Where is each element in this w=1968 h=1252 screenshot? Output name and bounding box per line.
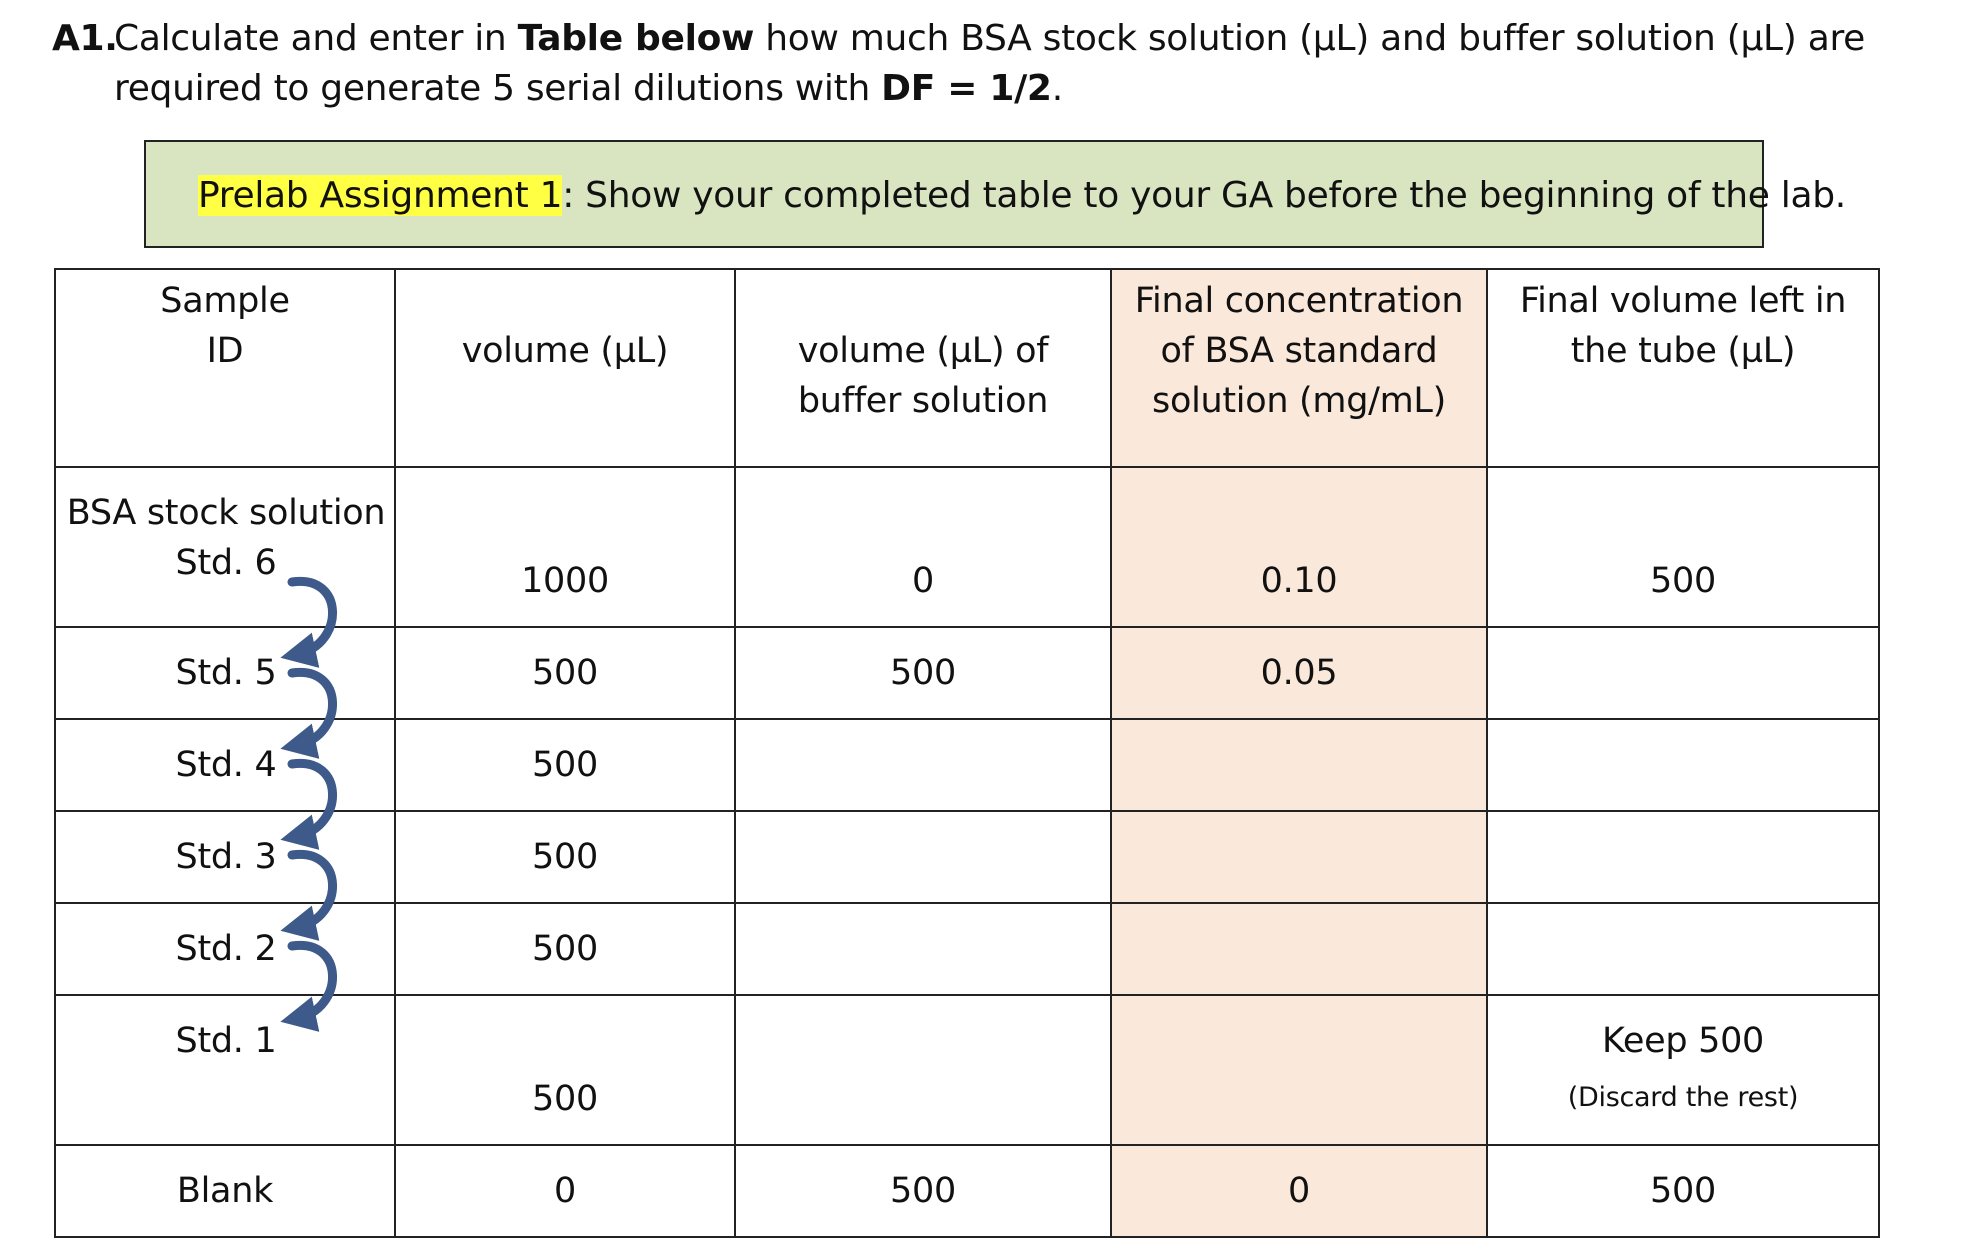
question-text: A1. Calculate and enter in Table below h… — [52, 14, 1932, 114]
volume-cell: 500 — [394, 994, 736, 1146]
volume-cell: 1000 — [394, 466, 736, 628]
header-final-volume-label: Final volume left in the tube (µL) — [1519, 281, 1847, 371]
final-volume-cell — [1486, 902, 1880, 996]
dilution-table: Sample ID volume (µL) volume (µL) of buf… — [54, 268, 1880, 1238]
buffer-cell: 500 — [734, 1144, 1112, 1238]
table-row: Std. 5 500 500 0.05 — [54, 626, 1880, 720]
volume-cell: 500 — [394, 810, 736, 904]
sample-id-cell: Std. 3 — [54, 810, 396, 904]
header-volume: volume (µL) — [394, 268, 736, 468]
volume-cell: 500 — [394, 626, 736, 720]
header-volume-label: volume (µL) — [461, 331, 669, 371]
buffer-cell — [734, 902, 1112, 996]
header-sample-id-label: Sample ID — [160, 281, 290, 371]
question-bold-df: DF = 1/2 — [881, 68, 1052, 109]
final-volume-value: 500 — [1650, 561, 1716, 601]
concentration-cell: 0.10 — [1110, 466, 1488, 628]
question-part2: how much BSA stock solution (µL) and buf… — [114, 18, 1866, 109]
table-row: Std. 3 500 — [54, 810, 1880, 904]
table-row: Std. 2 500 — [54, 902, 1880, 996]
volume-value: 1000 — [521, 561, 609, 601]
sample-id-cell: Std. 2 — [54, 902, 396, 996]
sample-id-line2: Std. 6 — [175, 543, 277, 583]
buffer-cell — [734, 810, 1112, 904]
final-volume-cell: Keep 500 (Discard the rest) — [1486, 994, 1880, 1146]
sample-id-cell: Std. 1 — [54, 994, 396, 1146]
header-buffer-volume: volume (µL) of buffer solution — [734, 268, 1112, 468]
sample-id-label: Std. 4 — [175, 745, 277, 785]
prelab-assignment-highlight: Prelab Assignment 1 — [198, 175, 563, 216]
volume-cell: 0 — [394, 1144, 736, 1238]
question-bold-table: Table below — [517, 18, 755, 59]
question-body: Calculate and enter in Table below how m… — [114, 14, 1932, 114]
header-final-volume: Final volume left in the tube (µL) — [1486, 268, 1880, 468]
buffer-cell: 0 — [734, 466, 1112, 628]
buffer-cell — [734, 718, 1112, 812]
question-part3: . — [1051, 68, 1063, 109]
sample-id-cell: Std. 5 — [54, 626, 396, 720]
table-row: Blank 0 500 0 500 — [54, 1144, 1880, 1238]
concentration-value: 0.10 — [1260, 561, 1338, 601]
final-volume-note: (Discard the rest) — [1567, 1082, 1799, 1113]
volume-value: 500 — [532, 1079, 598, 1119]
sample-id-cell: Std. 4 — [54, 718, 396, 812]
sample-id-line1: BSA stock solution — [66, 493, 386, 533]
buffer-cell — [734, 994, 1112, 1146]
volume-cell: 500 — [394, 902, 736, 996]
table-row: Std. 1 500 Keep 500 (Discard the rest) — [54, 994, 1880, 1146]
sample-id-cell: Blank — [54, 1144, 396, 1238]
concentration-cell: 0 — [1110, 1144, 1488, 1238]
prelab-assignment-box: Prelab Assignment 1: Show your completed… — [144, 140, 1846, 248]
sample-id-label: Std. 3 — [175, 837, 277, 877]
sample-id-label: Std. 1 — [175, 1021, 277, 1061]
concentration-cell — [1110, 902, 1488, 996]
question-part1: Calculate and enter in — [114, 18, 518, 59]
final-volume-cell: 500 — [1486, 1144, 1880, 1238]
concentration-cell — [1110, 810, 1488, 904]
buffer-value: 0 — [912, 561, 934, 601]
header-buffer-label: volume (µL) of buffer solution — [797, 331, 1049, 421]
concentration-cell: 0.05 — [1110, 626, 1488, 720]
question-number: A1. — [52, 18, 118, 59]
concentration-cell — [1110, 718, 1488, 812]
table-header-row: Sample ID volume (µL) volume (µL) of buf… — [54, 268, 1880, 468]
table-row: BSA stock solution Std. 6 1000 0 0.10 50… — [54, 466, 1880, 628]
sample-id-label: Std. 5 — [175, 653, 277, 693]
sample-id-label: Std. 2 — [175, 929, 277, 969]
final-volume-cell — [1486, 810, 1880, 904]
final-volume-cell — [1486, 718, 1880, 812]
concentration-cell — [1110, 994, 1488, 1146]
final-volume-value: Keep 500 — [1601, 1021, 1765, 1061]
final-volume-cell — [1486, 626, 1880, 720]
header-concentration-label: Final concentration of BSA standard solu… — [1134, 281, 1464, 421]
header-sample-id: Sample ID — [54, 268, 396, 468]
table-row: Std. 4 500 — [54, 718, 1880, 812]
final-volume-cell: 500 — [1486, 466, 1880, 628]
volume-cell: 500 — [394, 718, 736, 812]
sample-id-cell: BSA stock solution Std. 6 — [54, 466, 396, 628]
buffer-cell: 500 — [734, 626, 1112, 720]
header-final-concentration: Final concentration of BSA standard solu… — [1110, 268, 1488, 468]
prelab-assignment-text: : Show your completed table to your GA b… — [562, 175, 1846, 216]
